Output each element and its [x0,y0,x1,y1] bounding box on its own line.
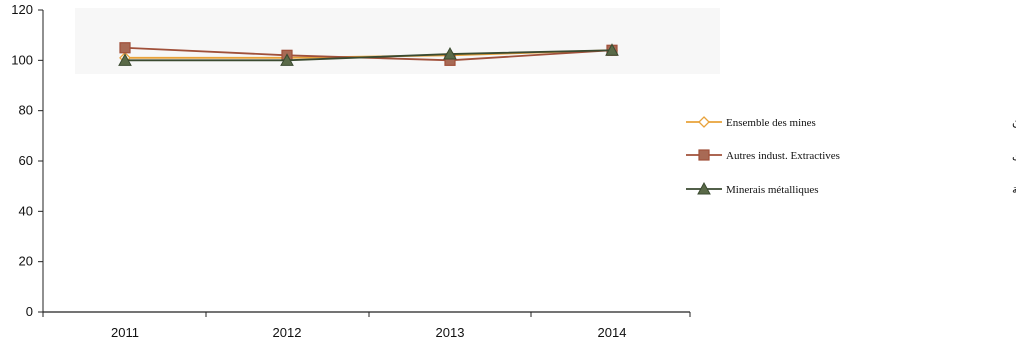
axes: 0 20 40 60 80 100 120 2011 2012 2013 2014 [11,2,691,340]
y-tick-label: 0 [26,304,33,319]
data-point [119,42,131,54]
data-point [443,46,457,60]
legend-label-ar: معادن حديدية [1012,184,1016,196]
series-2 [118,43,619,66]
legend-marker [698,149,710,161]
x-tick-label: 2012 [273,325,302,340]
legend-marker [698,116,710,128]
data-point [605,43,619,56]
y-tick-label: 20 [19,254,33,269]
series-line [125,49,613,62]
legend-marker [697,181,711,195]
x-tick-label: 2011 [111,325,139,340]
legend-label: Minerais métalliques [726,184,819,196]
y-tick-label: 40 [19,203,33,218]
x-tick-label: 2013 [436,325,465,340]
legend-label: Autres indust. Extractives [726,150,840,162]
y-tick-label: 100 [11,52,33,67]
series-layer [118,42,619,66]
legend-label-ar: مجموع المعادن [1012,117,1016,129]
legend-label-ar: صناعات استخراجية أخرى [1012,148,1016,162]
y-tick-label: 120 [11,2,33,17]
x-tick-label: 2014 [598,325,627,340]
data-point [118,53,132,66]
legend-entry-2: Minerais métalliques معادن حديدية [686,181,1016,196]
legend-label: Ensemble des mines [726,117,816,129]
legend: Ensemble des mines مجموع المعادن Autres in… [686,116,1016,196]
legend-entry-1: Autres indust. Extractives صناعات استخراج… [686,148,1016,162]
y-tick-label: 80 [19,103,33,118]
legend-entry-0: Ensemble des mines مجموع المعادن [686,116,1016,129]
plot-shade [75,8,720,74]
y-tick-label: 60 [19,153,33,168]
data-point [280,53,294,66]
